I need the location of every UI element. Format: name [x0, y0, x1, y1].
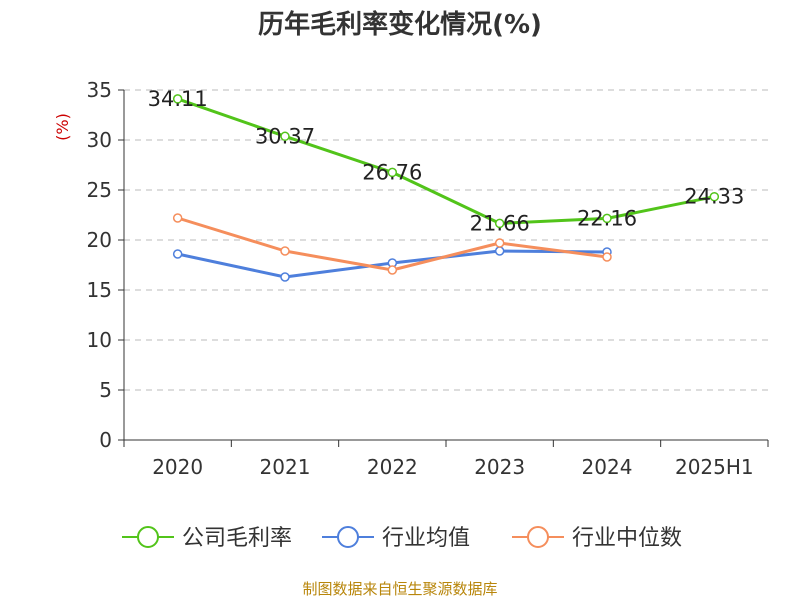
- legend-marker: [527, 526, 549, 548]
- series-line: [177, 97, 715, 225]
- data-point: [172, 213, 183, 223]
- legend-label: 行业均值: [382, 526, 470, 551]
- data-label: 34.11: [148, 87, 208, 111]
- data-point: [602, 252, 612, 262]
- data-point: [494, 246, 505, 256]
- data-point: [494, 218, 505, 229]
- y-tick-label: 25: [87, 178, 112, 202]
- axes: 0 5 10 15 20 25 30 35 2020 2021 2022 2023 2024 2025H1: [87, 78, 769, 479]
- data-point: [172, 94, 183, 104]
- legend-label: 公司毛利率: [182, 526, 292, 551]
- y-tick-label: 10: [87, 328, 112, 352]
- x-tick-label: 2022: [367, 455, 418, 479]
- y-tick-label: 0: [99, 428, 112, 452]
- legend: 公司毛利率 行业均值 行业中位数: [122, 526, 682, 551]
- y-tick-label: 5: [99, 378, 112, 402]
- data-point: [709, 191, 720, 202]
- y-tick-label: 20: [87, 228, 112, 252]
- x-tick-label: 2021: [260, 455, 311, 479]
- data-point: [494, 238, 505, 248]
- x-tick-label: 2024: [582, 455, 633, 479]
- chart-title: 历年毛利率变化情况(%): [258, 10, 542, 40]
- y-tick-label: 15: [87, 278, 112, 302]
- source-note: 制图数据来自恒生聚源数据库: [302, 580, 498, 598]
- data-point: [280, 131, 290, 142]
- data-label: 30.37: [255, 124, 315, 148]
- x-tick-label: 2020: [152, 455, 203, 479]
- data-point: [387, 265, 398, 275]
- data-label: 22.16: [577, 206, 637, 230]
- data-labels: 34.11 30.37 26.76 21.66 22.16 24.33: [148, 87, 745, 235]
- data-label: 24.33: [684, 185, 744, 209]
- series-lines: [172, 94, 720, 282]
- data-label: 21.66: [470, 211, 530, 235]
- x-tick-label: 2025H1: [675, 455, 754, 479]
- y-tick-label: 35: [87, 78, 112, 102]
- y-tick-label: 30: [87, 128, 112, 152]
- y-axis-label: (%): [53, 113, 72, 141]
- legend-label: 行业中位数: [572, 526, 682, 551]
- x-tick-label: 2023: [474, 455, 525, 479]
- data-point: [387, 167, 398, 178]
- legend-marker: [337, 526, 359, 548]
- data-point: [280, 272, 290, 282]
- data-point: [172, 249, 183, 259]
- grid-lines: [124, 89, 768, 391]
- legend-marker: [137, 526, 159, 548]
- data-label: 26.76: [362, 160, 422, 184]
- data-point: [280, 246, 290, 256]
- data-point: [602, 213, 612, 224]
